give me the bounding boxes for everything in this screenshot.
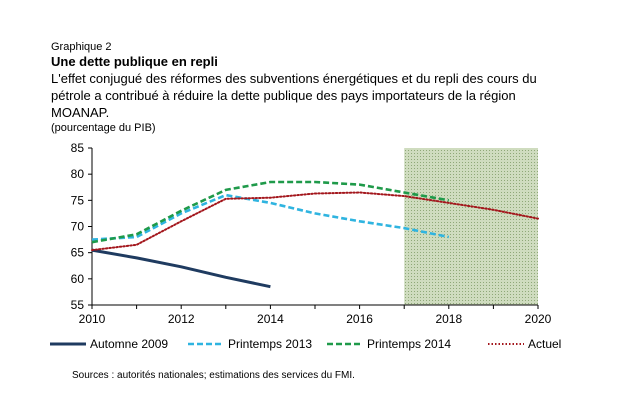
y-tick-label: 55 xyxy=(71,298,85,312)
x-tick-label: 2020 xyxy=(525,312,552,326)
legend-label-3: Printemps 2014 xyxy=(367,337,451,351)
series-line-4 xyxy=(91,191,539,252)
y-tick-label: 75 xyxy=(71,193,85,207)
chart-title: Une dette publique en repli xyxy=(51,54,218,69)
y-axis-unit: (pourcentage du PIB) xyxy=(51,122,156,134)
x-tick-label: 2014 xyxy=(257,312,284,326)
legend-label-4: Actuel xyxy=(528,337,561,351)
series-line-1 xyxy=(91,248,271,289)
source-note: Sources : autorités nationales; estimati… xyxy=(72,370,355,381)
series-line-2 xyxy=(91,193,450,241)
y-tick-label: 85 xyxy=(71,141,85,155)
x-tick-label: 2012 xyxy=(168,312,195,326)
series-line-3 xyxy=(91,180,450,244)
y-tick-label: 65 xyxy=(71,246,85,260)
x-tick-label: 2016 xyxy=(346,312,373,326)
legend-label-1: Automne 2009 xyxy=(90,337,168,351)
projection-shaded-area xyxy=(404,148,538,305)
chart-subtitle: L'effet conjugué des réformes des subven… xyxy=(51,71,537,120)
chart-header: Graphique 2 Une dette publique en repli … xyxy=(51,40,571,136)
legend-label-2: Printemps 2013 xyxy=(228,337,312,351)
chart-eyebrow: Graphique 2 xyxy=(51,41,112,53)
x-tick-label: 2018 xyxy=(435,312,462,326)
y-tick-label: 60 xyxy=(71,272,85,286)
x-tick-label: 2010 xyxy=(79,312,106,326)
y-tick-label: 70 xyxy=(71,220,85,234)
y-tick-label: 80 xyxy=(71,167,85,181)
